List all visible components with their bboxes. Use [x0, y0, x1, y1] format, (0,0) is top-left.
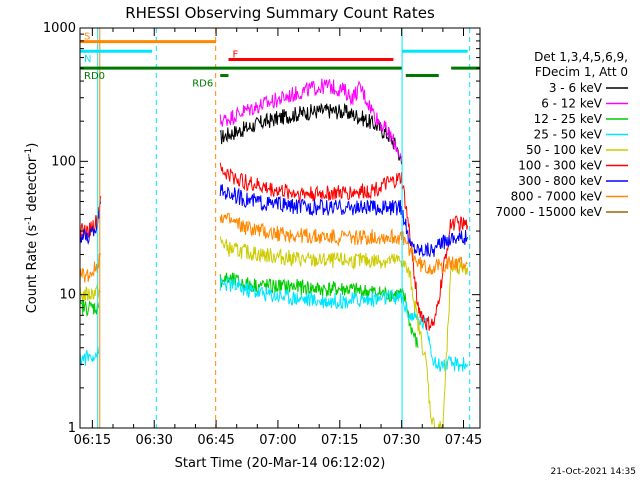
x-tick-label-06-30: 06:30: [135, 433, 172, 448]
series-line-25-50-kev: [79, 276, 469, 372]
flag-label-rd0: RD0: [84, 71, 105, 82]
flag-bar-layer: SN F RD0 RD6: [80, 32, 480, 90]
legend-label-12-25-kev: 12 - 25 keV: [534, 112, 603, 126]
y-axis-label-sup2: -1: [24, 148, 34, 157]
x-axis: 06:15 06:30 06:45 07:00 07:15 07:30 07:45: [74, 28, 482, 448]
y-tick-label-100: 100: [51, 154, 76, 169]
y-tick-label-10: 10: [59, 288, 76, 303]
series-line-800-7000-kev: [79, 212, 468, 283]
x-tick-label-06-45: 06:45: [197, 433, 234, 448]
legend-label-800-7000-kev: 800 - 7000 keV: [511, 190, 603, 204]
chart-title: RHESSI Observing Summary Count Rates: [125, 4, 435, 22]
legend-header-line-2: FDecim 1, Att 0: [535, 65, 628, 79]
series-line-100-300-kev: [79, 162, 469, 331]
y-axis-label: Count Rate (s-1 detector-1): [24, 143, 40, 314]
legend-label-7000-15000-kev: 7000 - 15000 keV: [495, 205, 602, 219]
series-line-50-100-kev: [79, 236, 469, 430]
flag-label-rd6: RD6: [192, 79, 213, 90]
legend-label-6-12-kev: 6 - 12 keV: [541, 97, 603, 111]
y-axis-label-main: Count Rate (s: [25, 225, 40, 314]
legend: Det 1,3,4,5,6,9, FDecim 1, Att 0 3 - 6 k…: [495, 50, 628, 219]
x-tick-label-07-30: 07:30: [383, 433, 420, 448]
vertical-marker-layer: [97, 28, 471, 428]
footer-timestamp: 21-Oct-2021 14:35: [551, 467, 636, 477]
x-tick-label-07-15: 07:15: [321, 433, 358, 448]
series-line-3-6-kev: [219, 102, 403, 165]
y-axis-label-sup1: -1: [24, 216, 34, 225]
flag-label-s: S: [84, 32, 90, 43]
series-line-12-25-kev: [79, 272, 419, 348]
legend-label-300-800-kev: 300 - 800 keV: [518, 174, 602, 188]
x-tick-label-07-45: 07:45: [445, 433, 482, 448]
y-axis: 1 10 100 1000: [43, 21, 480, 436]
series-layer: [79, 78, 469, 430]
flag-label-n: N: [84, 54, 91, 65]
legend-label-25-50-kev: 25 - 50 keV: [534, 128, 603, 142]
legend-header-line-1: Det 1,3,4,5,6,9,: [534, 50, 628, 64]
x-tick-label-07-00: 07:00: [259, 433, 296, 448]
flag-label-f: F: [232, 50, 238, 61]
plot-frame: [79, 27, 481, 429]
y-axis-label-mid: detector: [25, 156, 40, 216]
y-axis-label-end: ): [25, 143, 40, 148]
series-line-6-12-kev: [219, 78, 403, 162]
x-tick-label-06-15: 06:15: [74, 433, 111, 448]
y-tick-label-1000: 1000: [43, 21, 76, 36]
series-line-300-800-kev: [79, 184, 469, 258]
x-axis-label: Start Time (20-Mar-14 06:12:02): [175, 456, 386, 471]
legend-label-3-6-kev: 3 - 6 keV: [549, 81, 603, 95]
legend-label-100-300-kev: 100 - 300 keV: [518, 159, 602, 173]
legend-label-50-100-kev: 50 - 100 keV: [526, 143, 603, 157]
y-tick-label-1: 1: [68, 421, 76, 436]
